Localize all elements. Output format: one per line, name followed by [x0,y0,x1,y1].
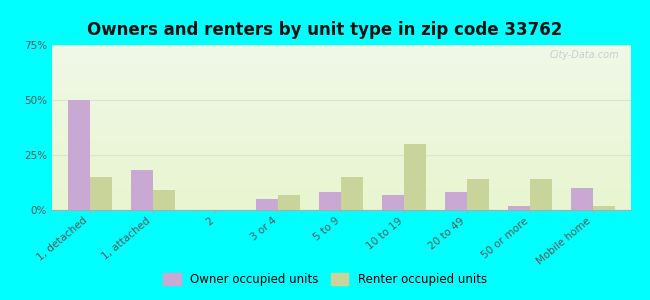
Bar [530,179,552,210]
Bar [467,179,489,210]
Bar [571,188,593,210]
Bar [90,177,112,210]
Bar [68,100,90,210]
Bar [319,192,341,210]
Bar [404,144,426,210]
Bar [256,199,278,210]
Bar [278,195,300,210]
Bar [445,192,467,210]
Bar [593,206,615,210]
Legend: Owner occupied units, Renter occupied units: Owner occupied units, Renter occupied un… [159,268,491,291]
Bar [382,195,404,210]
Text: Owners and renters by unit type in zip code 33762: Owners and renters by unit type in zip c… [87,21,563,39]
Text: City-Data.com: City-Data.com [549,50,619,60]
Bar [508,206,530,210]
Bar [153,190,175,210]
Bar [131,170,153,210]
Bar [341,177,363,210]
